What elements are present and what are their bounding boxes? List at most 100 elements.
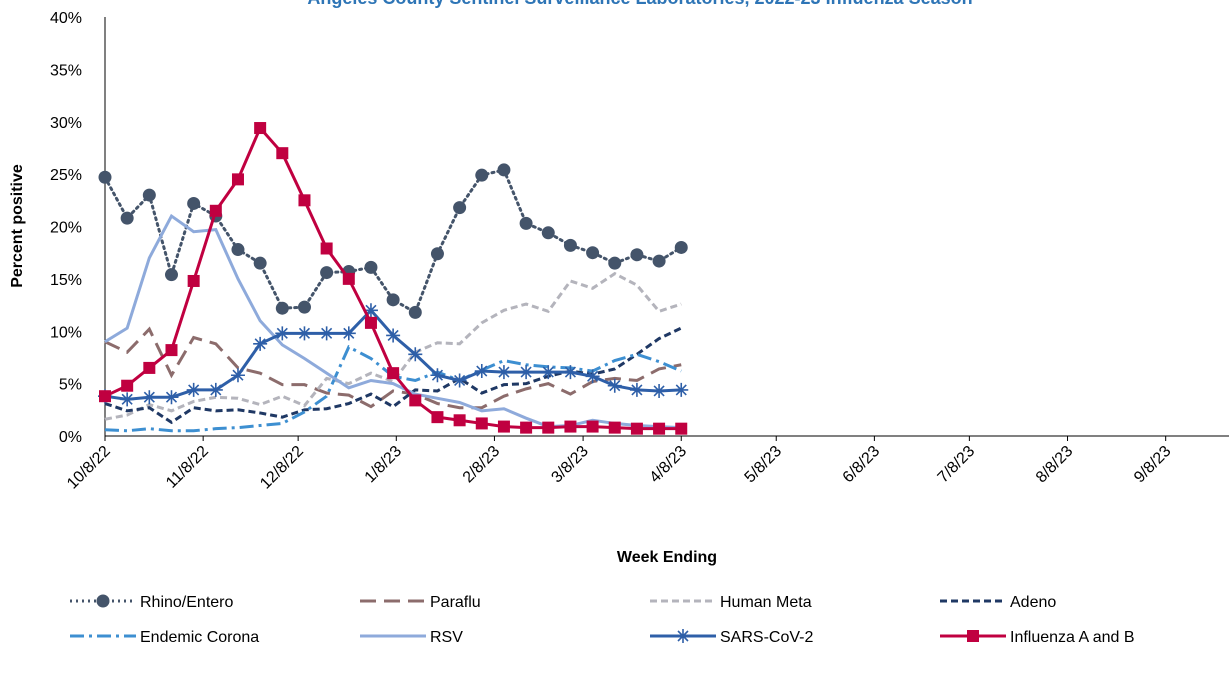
chart-title: Angeles County Sentinel Surveillance Lab…: [307, 0, 972, 8]
point: [585, 369, 600, 384]
legend-label: Adeno: [1010, 594, 1056, 611]
point: [231, 173, 244, 186]
point: [187, 196, 201, 210]
point: [409, 394, 422, 407]
point: [607, 378, 622, 393]
x-tick-label: 8/8/23: [1033, 443, 1077, 487]
point: [142, 390, 157, 405]
point: [298, 194, 311, 207]
y-tick-label: 5%: [59, 377, 82, 394]
point: [453, 201, 467, 215]
legend-marker: [676, 629, 690, 643]
y-tick-label: 15%: [50, 272, 82, 289]
point: [142, 188, 156, 202]
point: [320, 266, 334, 280]
x-tick-label: 11/8/22: [163, 443, 212, 492]
point: [586, 246, 600, 260]
point: [363, 303, 378, 318]
legend-label: Paraflu: [430, 594, 481, 611]
point: [519, 365, 534, 380]
point: [653, 422, 666, 435]
point: [652, 383, 667, 398]
x-tick-label: 3/8/23: [548, 443, 592, 487]
point: [342, 272, 355, 285]
point: [652, 254, 666, 268]
point: [230, 368, 245, 383]
point: [453, 414, 466, 427]
point: [364, 260, 378, 274]
y-tick-label: 25%: [50, 167, 82, 184]
y-tick-label: 35%: [50, 62, 82, 79]
point: [253, 256, 267, 270]
series-line: [104, 344, 682, 433]
series: [99, 122, 688, 435]
point: [386, 293, 400, 307]
point: [542, 421, 555, 434]
point: [164, 390, 179, 405]
point: [520, 421, 533, 434]
point: [209, 204, 222, 217]
x-tick-label: 6/8/23: [840, 443, 884, 487]
point: [120, 211, 134, 225]
x-tick-label: 10/8/22: [64, 443, 114, 493]
point: [431, 411, 444, 424]
series-line: [104, 271, 682, 421]
point: [430, 247, 444, 261]
point: [608, 256, 622, 270]
point: [564, 420, 577, 433]
point: [541, 365, 556, 380]
series: [104, 326, 682, 410]
point: [675, 422, 688, 435]
point: [430, 368, 445, 383]
point: [275, 326, 290, 341]
series: [98, 163, 688, 319]
point: [563, 365, 578, 380]
y-tick-label: 20%: [50, 220, 82, 237]
point: [208, 382, 223, 397]
series-line: [104, 308, 682, 401]
legend-label: Rhino/Entero: [140, 594, 233, 611]
point: [297, 300, 311, 314]
point: [165, 344, 178, 357]
point: [120, 392, 135, 407]
point: [674, 240, 688, 254]
point: [452, 373, 467, 388]
series: [104, 213, 682, 430]
point: [121, 379, 134, 392]
point: [99, 390, 111, 403]
point: [297, 326, 312, 341]
point: [475, 417, 488, 430]
point: [164, 268, 178, 282]
point: [630, 248, 644, 262]
legend-label: Endemic Corona: [140, 629, 259, 646]
point: [231, 243, 245, 257]
y-tick-label: 10%: [50, 324, 82, 341]
legend-label: RSV: [430, 629, 463, 646]
point: [608, 421, 621, 434]
series-line: [104, 326, 682, 410]
series: [98, 303, 689, 407]
point: [276, 147, 289, 160]
point: [254, 122, 267, 135]
point: [341, 326, 356, 341]
series: [104, 344, 682, 433]
point: [497, 163, 511, 177]
series: [104, 271, 682, 421]
point: [320, 242, 333, 255]
point: [186, 382, 201, 397]
x-tick-label: 1/8/23: [362, 443, 406, 487]
x-axis-title: Week Ending: [617, 549, 717, 566]
point: [408, 305, 422, 319]
x-tick-label: 2/8/23: [460, 443, 504, 487]
point: [541, 226, 555, 240]
point: [319, 326, 334, 341]
point: [629, 382, 644, 397]
point: [364, 316, 377, 329]
point: [674, 382, 689, 397]
legend-marker: [967, 630, 979, 642]
legend-label: Human Meta: [720, 594, 812, 611]
point: [143, 361, 156, 374]
point: [496, 365, 511, 380]
point: [519, 216, 533, 230]
